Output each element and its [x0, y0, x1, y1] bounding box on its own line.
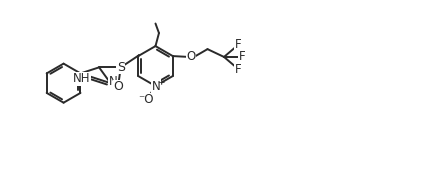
Text: F: F — [234, 38, 241, 51]
Text: +: + — [157, 78, 165, 87]
Text: ⁻O: ⁻O — [138, 93, 154, 106]
Text: O: O — [186, 50, 196, 64]
Text: N: N — [151, 80, 160, 93]
Text: N: N — [109, 75, 118, 88]
Text: NH: NH — [73, 72, 91, 85]
Text: F: F — [239, 50, 246, 64]
Text: F: F — [234, 63, 241, 76]
Text: O: O — [114, 80, 123, 93]
Text: S: S — [117, 61, 125, 74]
